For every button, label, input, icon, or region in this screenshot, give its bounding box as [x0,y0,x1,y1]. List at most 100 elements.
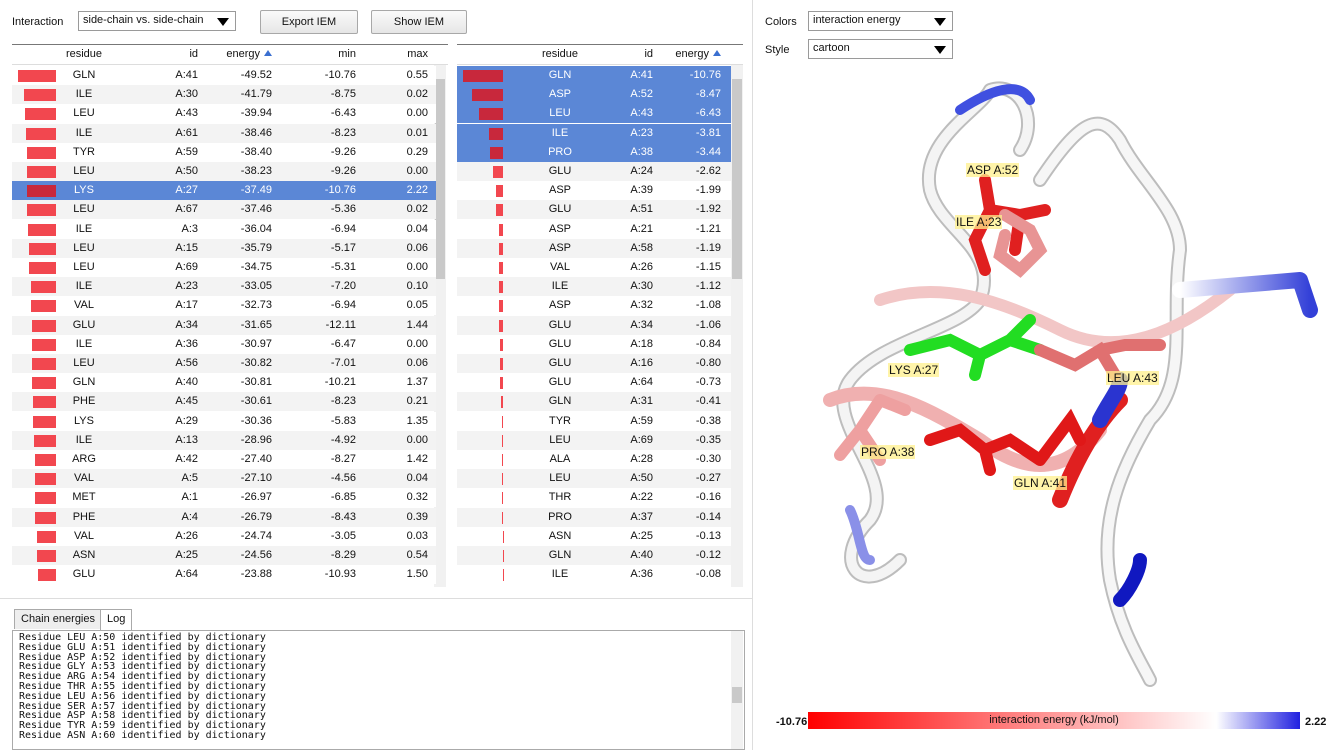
column-header[interactable]: energy [226,45,272,64]
energy-bar [35,454,56,466]
column-header[interactable]: id [644,45,653,64]
table-cell: -0.13 [696,527,721,546]
molecule-view[interactable] [760,70,1329,690]
energy-bar [493,166,503,178]
table-cell: A:26 [630,258,653,277]
scroll-thumb[interactable] [435,79,445,279]
table-cell: -32.73 [241,296,272,315]
table-cell: A:31 [630,392,653,411]
column-header[interactable]: energy [675,45,721,64]
table-cell: A:32 [630,296,653,315]
column-header[interactable]: min [338,45,356,64]
table-cell: -0.38 [696,412,721,431]
scroll-thumb[interactable] [732,687,742,703]
column-header[interactable]: id [189,45,198,64]
splitter[interactable] [0,598,752,599]
export-button[interactable]: Export IEM [260,10,358,34]
table-cell: A:13 [175,431,198,450]
table-cell: ILE [54,431,114,450]
table-cell: -30.97 [241,335,272,354]
scrollbar[interactable] [731,65,743,587]
sort-indicator[interactable] [713,50,721,56]
column-header[interactable]: residue [530,45,590,64]
style-select[interactable]: cartoon [808,39,953,59]
table-cell: 0.02 [407,85,428,104]
tab-active[interactable]: Log [100,609,132,631]
table-cell: A:22 [630,488,653,507]
column-header[interactable]: max [407,45,428,64]
table-cell: A:64 [175,565,198,584]
splitter[interactable] [752,0,753,750]
table-cell: GLU [530,162,590,181]
tab[interactable]: Chain energies [14,609,102,629]
scroll-thumb[interactable] [732,79,742,279]
table-cell: GLN [530,392,590,411]
energy-bar [502,454,503,466]
column-header[interactable]: residue [54,45,114,64]
energy-bar [32,320,56,332]
scrollbar[interactable] [731,631,743,749]
colorbar-min: -10.76 [776,716,807,728]
table-cell: -6.94 [331,296,356,315]
table-cell: -3.44 [696,143,721,162]
interaction-select[interactable]: side-chain vs. side-chain [78,11,236,31]
sort-indicator[interactable] [264,50,272,56]
show-button[interactable]: Show IEM [371,10,467,34]
colors-select[interactable]: interaction energy [808,11,953,31]
